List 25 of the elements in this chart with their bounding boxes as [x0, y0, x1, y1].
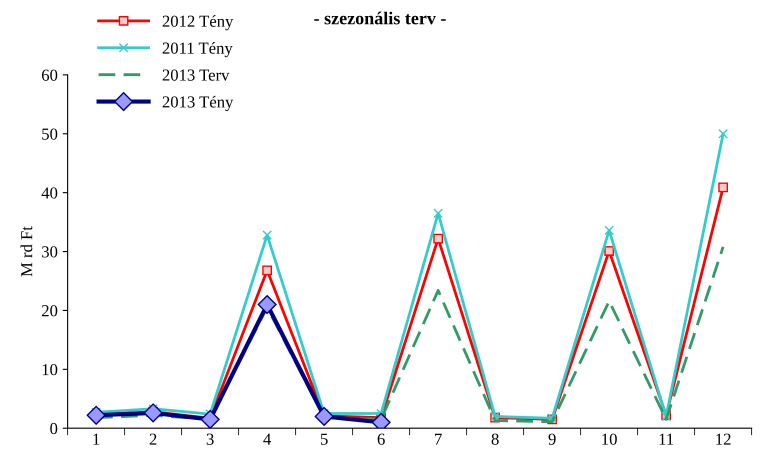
legend-label: 2013 Tény — [162, 96, 234, 112]
y-tick-label: 30 — [42, 246, 58, 258]
x-tick-label: 11 — [660, 434, 674, 445]
y-tick-label: 60 — [42, 70, 58, 81]
legend-label: 2011 Tény — [162, 42, 233, 58]
x-tick-label: 3 — [206, 434, 214, 445]
x-tick-label: 7 — [435, 434, 442, 445]
legend-label: 2013 Terv — [162, 69, 230, 81]
x-tick-label: 10 — [602, 434, 617, 445]
x-tick-label: 9 — [548, 434, 556, 445]
y-tick-label: 40 — [42, 187, 58, 199]
x-tick-label: 6 — [378, 434, 385, 445]
legend-label: 2012 Tény — [162, 15, 234, 30]
y-tick-label: 10 — [42, 364, 58, 376]
x-tick-label: 2 — [150, 434, 156, 445]
x-tick-label: 12 — [716, 434, 731, 445]
y-tick-label: 20 — [42, 305, 58, 316]
x-tick-label: 4 — [263, 434, 272, 445]
x-tick-label: 5 — [320, 434, 328, 445]
chart-title: - szezonális terv - — [314, 12, 446, 24]
y-axis-title: M rd Ft — [20, 226, 32, 277]
y-tick-label: 50 — [42, 128, 58, 140]
y-tick-label: 0 — [50, 422, 58, 434]
x-tick-label: 1 — [93, 434, 100, 445]
x-tick-label: 8 — [492, 434, 499, 445]
